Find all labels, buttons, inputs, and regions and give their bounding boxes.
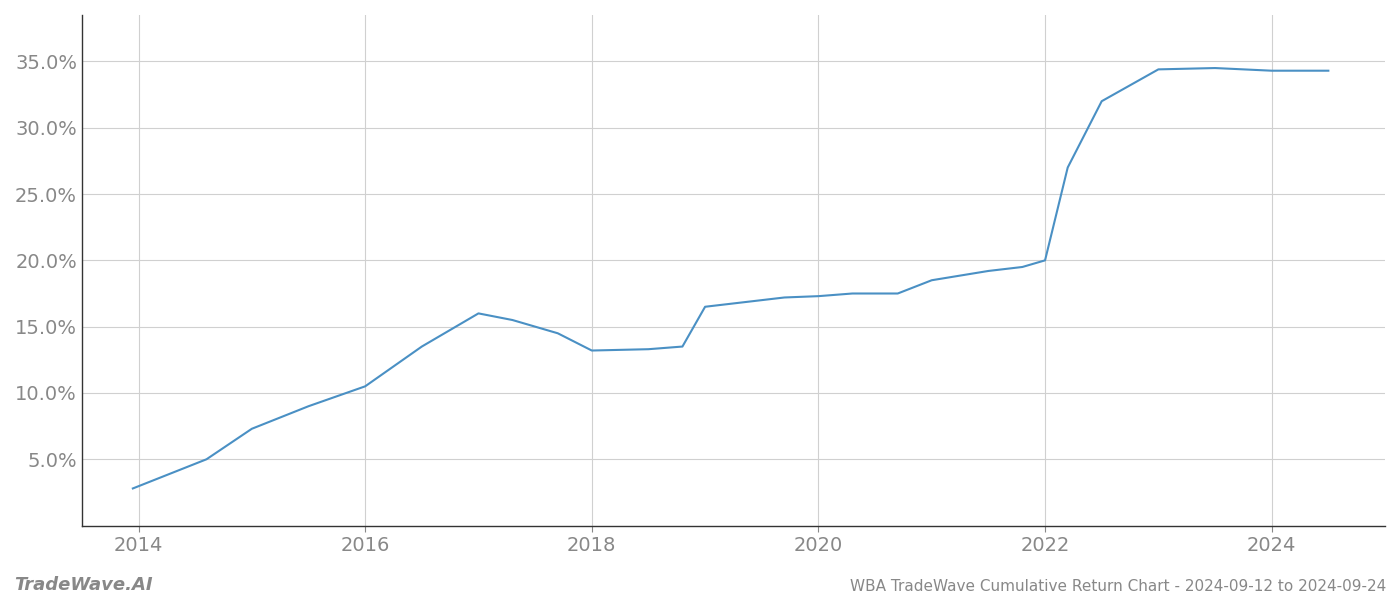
Text: TradeWave.AI: TradeWave.AI (14, 576, 153, 594)
Text: WBA TradeWave Cumulative Return Chart - 2024-09-12 to 2024-09-24: WBA TradeWave Cumulative Return Chart - … (850, 579, 1386, 594)
